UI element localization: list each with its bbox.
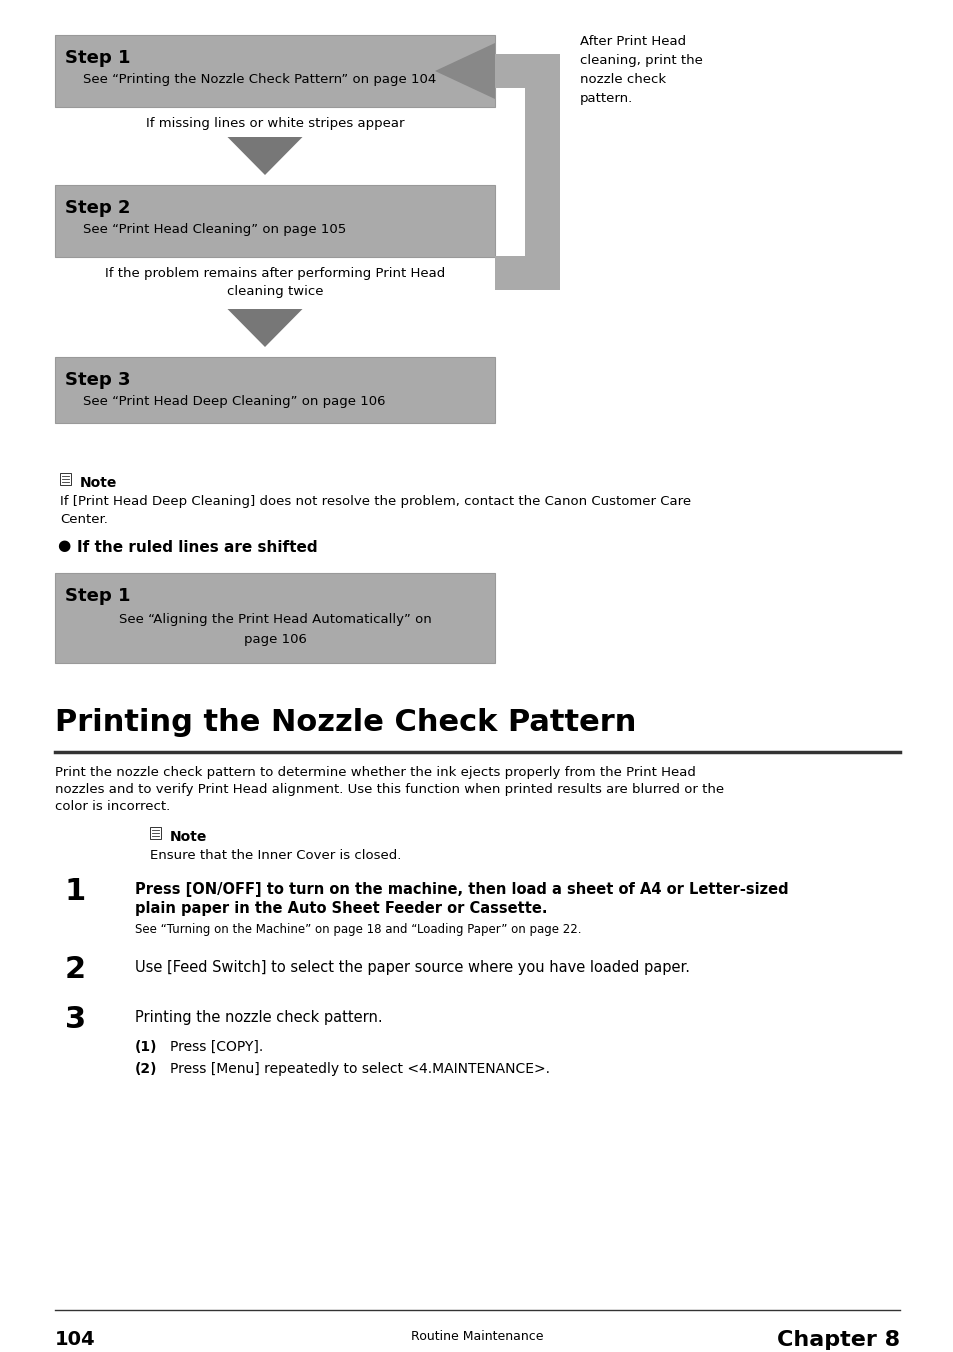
Text: ●: ●	[57, 538, 71, 553]
Text: 2: 2	[65, 955, 86, 984]
Text: Step 2: Step 2	[65, 199, 131, 218]
Text: plain paper in the Auto Sheet Feeder or Cassette.: plain paper in the Auto Sheet Feeder or …	[135, 900, 547, 917]
Text: See “Turning on the Machine” on page 18 and “Loading Paper” on page 22.: See “Turning on the Machine” on page 18 …	[135, 923, 581, 936]
Text: If [Print Head Deep Cleaning] does not resolve the problem, contact the Canon Cu: If [Print Head Deep Cleaning] does not r…	[60, 495, 690, 526]
FancyBboxPatch shape	[150, 827, 161, 840]
FancyBboxPatch shape	[60, 473, 71, 485]
Text: After Print Head
cleaning, print the
nozzle check
pattern.: After Print Head cleaning, print the noz…	[579, 35, 702, 105]
Text: 3: 3	[65, 1005, 86, 1034]
Text: Step 1: Step 1	[65, 587, 131, 604]
Text: See “Printing the Nozzle Check Pattern” on page 104: See “Printing the Nozzle Check Pattern” …	[83, 73, 436, 87]
Text: Printing the Nozzle Check Pattern: Printing the Nozzle Check Pattern	[55, 708, 636, 737]
Text: Chapter 8: Chapter 8	[776, 1330, 899, 1351]
Text: color is incorrect.: color is incorrect.	[55, 800, 170, 813]
Text: (1): (1)	[135, 1040, 157, 1055]
Text: nozzles and to verify Print Head alignment. Use this function when printed resul: nozzles and to verify Print Head alignme…	[55, 783, 723, 796]
Text: Press [ON/OFF] to turn on the machine, then load a sheet of A4 or Letter-sized: Press [ON/OFF] to turn on the machine, t…	[135, 882, 788, 896]
Text: Note: Note	[170, 830, 207, 844]
FancyBboxPatch shape	[55, 35, 495, 107]
Text: Print the nozzle check pattern to determine whether the ink ejects properly from: Print the nozzle check pattern to determ…	[55, 767, 695, 779]
Polygon shape	[227, 137, 302, 174]
Text: 104: 104	[55, 1330, 95, 1349]
Text: Note: Note	[80, 476, 117, 489]
Polygon shape	[524, 72, 559, 273]
Text: See “Aligning the Print Head Automatically” on: See “Aligning the Print Head Automatical…	[118, 612, 431, 626]
Text: (2): (2)	[135, 1063, 157, 1076]
Text: If the problem remains after performing Print Head
cleaning twice: If the problem remains after performing …	[105, 266, 445, 297]
FancyBboxPatch shape	[55, 185, 495, 257]
Text: If the ruled lines are shifted: If the ruled lines are shifted	[77, 539, 317, 556]
Text: page 106: page 106	[243, 633, 306, 646]
Text: See “Print Head Cleaning” on page 105: See “Print Head Cleaning” on page 105	[83, 223, 346, 237]
Text: Use [Feed Switch] to select the paper source where you have loaded paper.: Use [Feed Switch] to select the paper so…	[135, 960, 689, 975]
Polygon shape	[495, 256, 559, 289]
Text: If missing lines or white stripes appear: If missing lines or white stripes appear	[146, 118, 404, 130]
Text: Printing the nozzle check pattern.: Printing the nozzle check pattern.	[135, 1010, 382, 1025]
Polygon shape	[435, 43, 495, 99]
Text: Routine Maintenance: Routine Maintenance	[411, 1330, 542, 1343]
Polygon shape	[495, 54, 559, 88]
Text: See “Print Head Deep Cleaning” on page 106: See “Print Head Deep Cleaning” on page 1…	[83, 395, 385, 408]
Text: Ensure that the Inner Cover is closed.: Ensure that the Inner Cover is closed.	[150, 849, 401, 863]
Text: Press [Menu] repeatedly to select <4.MAINTENANCE>.: Press [Menu] repeatedly to select <4.MAI…	[170, 1063, 550, 1076]
FancyBboxPatch shape	[55, 357, 495, 423]
Text: Press [COPY].: Press [COPY].	[170, 1040, 263, 1055]
Text: Step 1: Step 1	[65, 49, 131, 68]
FancyBboxPatch shape	[55, 573, 495, 662]
Text: Step 3: Step 3	[65, 370, 131, 389]
Polygon shape	[227, 310, 302, 347]
Text: 1: 1	[65, 877, 86, 906]
